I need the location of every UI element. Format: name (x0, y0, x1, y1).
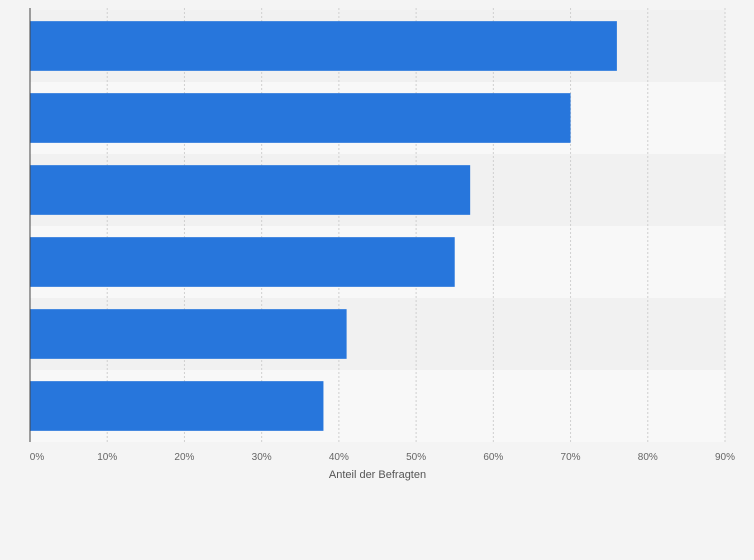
bar[interactable] (30, 165, 471, 215)
bar[interactable] (30, 21, 617, 71)
x-axis-ticks: 0% 10% 20% 30% 40% 50% 60% 70% 80% 90% (30, 452, 735, 463)
x-tick-label: 0% (30, 452, 45, 463)
x-tick-label: 40% (329, 452, 349, 463)
x-tick-label: 80% (638, 452, 658, 463)
bar[interactable] (30, 93, 571, 143)
bars (30, 21, 617, 431)
x-tick-label: 30% (252, 452, 272, 463)
x-axis-title: Anteil der Befragten (329, 469, 426, 481)
row-bands (30, 10, 725, 442)
x-tick-label: 20% (174, 452, 194, 463)
x-tick-label: 50% (406, 452, 426, 463)
bar[interactable] (30, 381, 324, 431)
bar[interactable] (30, 309, 347, 359)
x-tick-label: 10% (97, 452, 117, 463)
x-tick-label: 60% (483, 452, 503, 463)
x-tick-label: 90% (715, 452, 735, 463)
x-tick-label: 70% (561, 452, 581, 463)
bar[interactable] (30, 237, 455, 287)
gridlines (106, 8, 726, 442)
